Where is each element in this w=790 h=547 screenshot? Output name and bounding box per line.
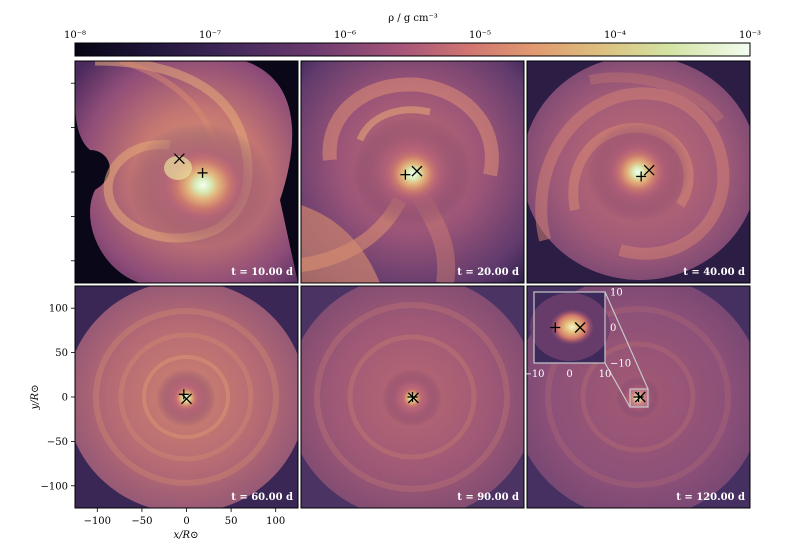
colorbar-bar [74,42,751,57]
axis-ticks: −100 −50 0 50 100 100 50 0 −50 −100 [41,82,285,527]
inset-y-tick-label: 0 [610,323,616,334]
inset-cross-marker [574,322,586,333]
inset-tick-labels: −10 0 10 10 0 −10 [523,288,631,381]
plus-marker [178,389,189,400]
colorbar-tick-label: 10⁻⁸ [64,30,86,41]
plus-marker [400,169,411,180]
x-tick-label: 0 [183,516,189,527]
cross-marker [407,392,419,404]
time-label: t = 60.00 d [231,492,293,503]
y-axis-label: y/R⊙ [30,385,41,411]
colorbar-tick-label: 10⁻⁴ [604,30,626,41]
y-tick-label: 100 [49,304,68,315]
inset-plus-marker [550,322,561,333]
panel-t10 [75,61,298,283]
time-label: t = 120.00 d [676,492,745,503]
x-tick-label: 100 [266,516,285,527]
panel-t40 [527,61,750,283]
plus-marker [197,167,208,178]
colorbar-tick-label: 10⁻⁷ [199,30,221,41]
x-tick-label: −100 [84,516,111,527]
inset-x-tick-label: 0 [566,369,572,380]
plus-marker [636,171,647,182]
cross-marker [643,164,655,176]
binary-markers [173,153,655,405]
colorbar-tick-label: 10⁻⁶ [334,30,356,41]
time-label: t = 90.00 d [457,492,519,503]
time-labels: t = 10.00 d t = 20.00 d t = 40.00 d t = 60.… [231,267,745,503]
inset-y-tick-label: 10 [610,288,623,299]
cross-marker [173,153,185,165]
inset-panel: −10 0 10 10 0 −10 [523,288,631,381]
colorbar-tick-label: 10⁻³ [739,30,761,41]
cross-marker [181,393,192,405]
plus-marker [633,392,644,402]
time-label: t = 40.00 d [683,267,745,278]
inset-y-tick-label: −10 [610,359,631,370]
y-tick-label: 50 [55,348,68,359]
y-tick-label: 0 [62,393,68,404]
colorbar: ρ / g cm⁻³ 10⁻⁸ 10⁻⁷ 10⁻⁶ 10⁻⁵ 10⁻⁴ 10⁻³ [64,13,761,57]
x-axis-label: x/R⊙ [174,530,199,541]
panel-frames [74,60,751,509]
plus-marker [407,392,418,402]
time-label: t = 20.00 d [457,267,519,278]
inset-x-tick-label: −10 [523,369,544,380]
y-tick-label: −100 [41,481,68,492]
panel-t20 [301,61,524,283]
colorbar-label: ρ / g cm⁻³ [388,13,438,24]
x-tick-label: 50 [225,516,238,527]
inset-markers [550,322,586,333]
y-tick-label: −50 [47,437,68,448]
colorbar-tick-label: 10⁻⁵ [469,30,491,41]
panel-t60 [75,286,298,508]
time-label: t = 10.00 d [231,267,293,278]
cross-marker [411,165,423,177]
x-tick-label: −50 [131,516,152,527]
inset-x-tick-label: 10 [599,369,612,380]
